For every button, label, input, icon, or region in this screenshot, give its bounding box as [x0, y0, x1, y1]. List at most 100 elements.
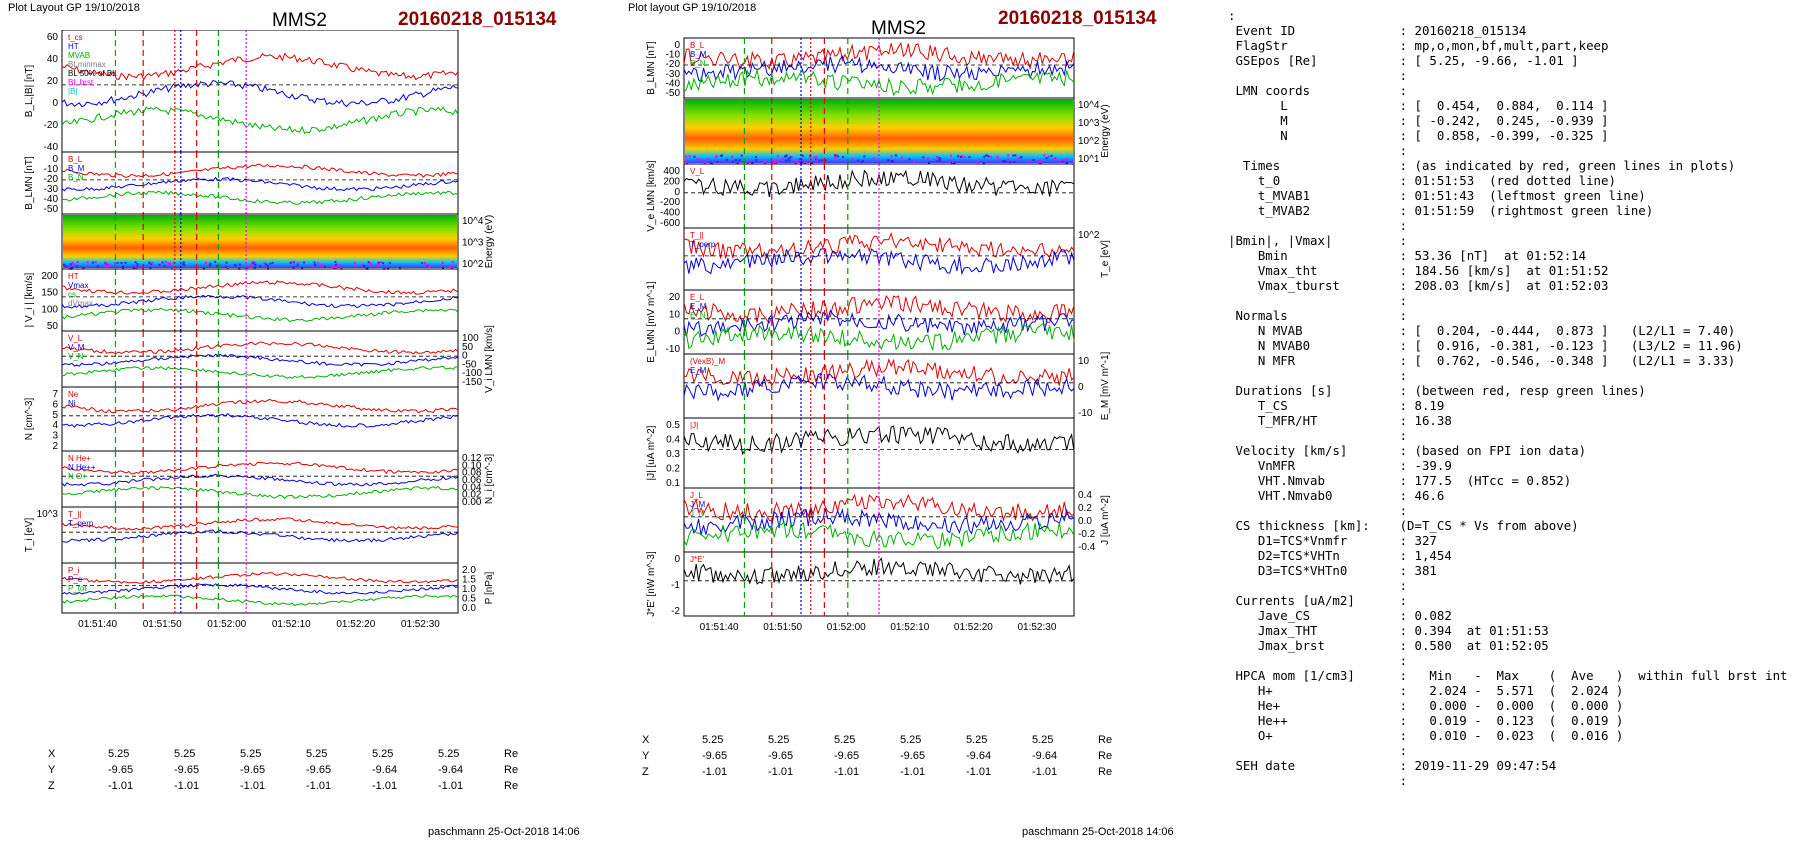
- spectrogram-pixel: [815, 155, 818, 158]
- position-unit: Re: [504, 780, 519, 792]
- position-value: -1.01: [108, 780, 134, 792]
- y-tick-label: 0: [462, 351, 468, 362]
- spectrogram-pixel: [951, 161, 954, 164]
- y-tick-label: 0: [674, 554, 680, 565]
- series-line: [61, 176, 459, 192]
- spectrogram-pixel: [716, 160, 719, 163]
- y-tick-label: 0.08: [462, 468, 482, 479]
- spectrogram-pixel: [208, 264, 211, 267]
- spectrogram-pixel: [963, 156, 966, 159]
- spectrogram-pixel: [296, 262, 299, 265]
- y-tick-label: 20: [47, 76, 59, 87]
- spectrogram-pixel: [289, 261, 292, 264]
- spectrogram-pixel: [784, 159, 787, 162]
- spectrogram-pixel: [785, 154, 788, 157]
- legend-entry: BLminmax: [68, 60, 106, 69]
- spectrogram-pixel: [269, 262, 272, 265]
- spectrogram-pixel: [250, 265, 253, 268]
- right-spacecraft-label: MMS2: [871, 18, 926, 39]
- spectrogram-pixel: [834, 154, 837, 157]
- spectrogram-pixel: [253, 261, 256, 264]
- panel-6: 0.120.100.080.060.040.020.00 N_i [cm^-3] N…: [61, 450, 495, 508]
- y-tick-label: 3: [52, 431, 58, 442]
- spectrogram-pixel: [158, 263, 161, 266]
- spectrogram-pixel: [336, 264, 339, 267]
- series-line: [61, 353, 459, 367]
- spectrogram-pixel: [355, 265, 358, 268]
- spectrogram-pixel: [1054, 157, 1057, 160]
- spectrogram-pixel: [688, 154, 691, 157]
- legend-entry: B_N: [68, 173, 84, 182]
- y-tick-label: -150: [462, 377, 482, 388]
- spectrogram-pixel: [788, 159, 791, 162]
- spectrogram-pixel: [851, 157, 854, 160]
- spectrogram-pixel: [334, 266, 337, 269]
- spectrogram-pixel: [216, 264, 219, 267]
- spectrogram-pixel: [824, 159, 827, 162]
- spectrogram-pixel: [735, 159, 738, 162]
- position-unit: Re: [504, 748, 519, 760]
- spectrogram-pixel: [313, 261, 316, 264]
- spectrogram-pixel: [441, 261, 444, 264]
- spectrogram-pixel: [423, 262, 426, 265]
- y-tick-label: -10: [44, 164, 59, 175]
- series-line: [61, 398, 459, 414]
- position-value: -1.01: [702, 766, 728, 778]
- spectrogram-pixel: [1038, 159, 1041, 162]
- spectrogram-pixel: [292, 261, 295, 264]
- spectrogram-pixel: [773, 160, 776, 163]
- y-tick-label: 0.10: [462, 460, 482, 471]
- x-tick-label: 01:52:30: [401, 619, 440, 630]
- y-tick-label: 10^1: [1078, 154, 1100, 165]
- y-tick-label: 0.06: [462, 475, 482, 486]
- y-axis-label: V_i LMN [km/s]: [484, 325, 495, 393]
- y-tick-label: -600: [660, 218, 680, 229]
- y-axis-label: Energy (eV): [1100, 104, 1111, 157]
- position-value: -1.01: [240, 780, 266, 792]
- position-value: -9.65: [240, 764, 266, 776]
- spectrogram-pixel: [370, 263, 373, 266]
- y-tick-label: -30: [44, 184, 59, 195]
- legend-entry: J_M: [690, 500, 705, 509]
- legend-entry: t_cs: [68, 33, 83, 42]
- spectrogram-pixel: [251, 261, 254, 264]
- spectrogram-pixel: [134, 261, 137, 264]
- spectrogram-pixel: [151, 261, 154, 264]
- y-tick-label: 40: [47, 54, 59, 65]
- spectrogram-pixel: [1002, 160, 1005, 163]
- y-tick-label: 10^4: [1078, 100, 1100, 111]
- spectrogram-pixel: [731, 155, 734, 158]
- spectrogram-pixel: [725, 158, 728, 161]
- panel-frame: [61, 268, 459, 332]
- spectrogram-pixel: [182, 261, 185, 264]
- spectrogram-pixel: [872, 157, 875, 160]
- legend-entry: BL brst: [68, 78, 94, 87]
- spectrogram-pixel: [380, 261, 383, 264]
- legend-entry: V_N: [68, 352, 84, 361]
- spectrogram-pixel: [1027, 160, 1030, 163]
- legend-entry: V_L: [690, 167, 705, 176]
- spectrogram-pixel: [781, 158, 784, 161]
- legend-entry: HT: [68, 272, 79, 281]
- y-tick-label: -50: [666, 88, 681, 99]
- spectrogram-pixel: [818, 159, 821, 162]
- spectrogram-pixel: [266, 264, 269, 267]
- series-line: [61, 594, 459, 607]
- spectrogram-pixel: [1059, 159, 1062, 162]
- position-value: 5.25: [174, 748, 196, 760]
- spectrogram-pixel: [715, 155, 718, 158]
- spectrogram-pixel: [959, 156, 962, 159]
- y-tick-label: 0: [674, 327, 680, 338]
- y-axis-label: |J| [uA m^-2]: [646, 425, 657, 480]
- y-tick-label: -200: [660, 197, 680, 208]
- spectrogram-pixel: [170, 267, 173, 270]
- spectrogram-pixel: [225, 265, 228, 268]
- x-tick-label: 01:52:10: [272, 619, 311, 630]
- x-tick-label: 01:51:50: [143, 619, 182, 630]
- spectrogram-pixel: [968, 156, 971, 159]
- position-value: -1.01: [834, 766, 860, 778]
- spectrogram-pixel: [738, 159, 741, 162]
- y-tick-label: -0.2: [1078, 529, 1096, 540]
- spectrogram-pixel: [132, 266, 135, 269]
- y-tick-label: 0: [674, 187, 680, 198]
